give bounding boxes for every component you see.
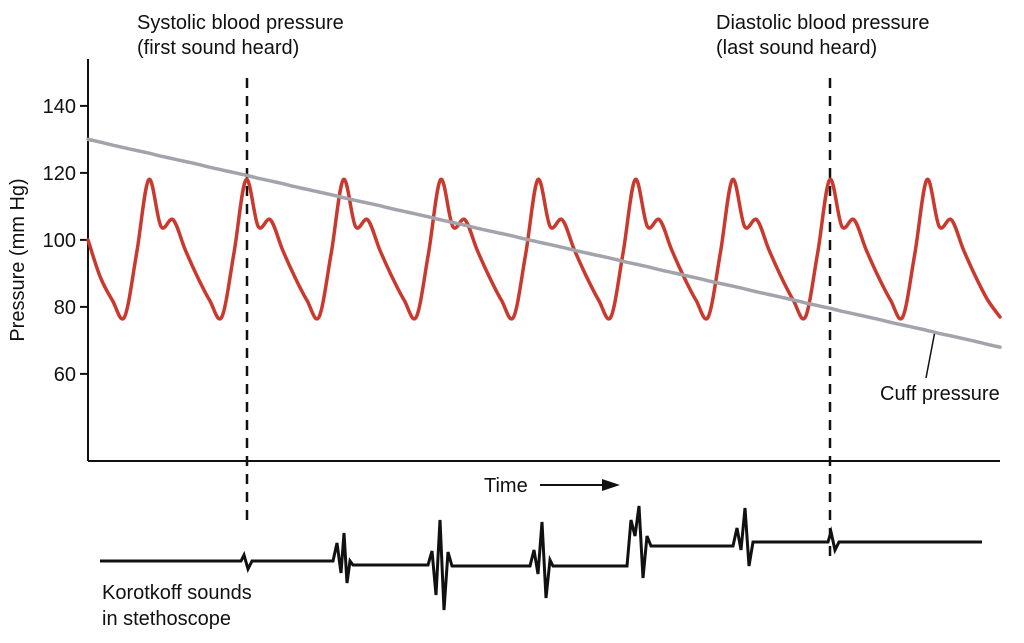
y-tick-label: 140 (43, 96, 76, 118)
series-label: Cuff pressure (880, 383, 1000, 405)
x-axis-label: Time (484, 475, 528, 497)
y-tick-label: 60 (54, 364, 76, 386)
annotation: Diastolic blood pressure (716, 12, 929, 34)
y-tick-label: 120 (43, 163, 76, 185)
annotation: (first sound heard) (137, 37, 299, 59)
series-line (86, 137, 1002, 349)
y-axis-label: Pressure (mm Hg) (7, 178, 29, 341)
annotation: Korotkoff sounds (102, 582, 252, 604)
time-arrowhead (602, 479, 620, 491)
y-tick-label: 100 (43, 230, 76, 252)
y-tick-label: 80 (54, 297, 76, 319)
leader-line (925, 330, 936, 379)
annotation: Systolic blood pressure (137, 12, 344, 34)
series-line (86, 177, 1002, 321)
korotkoff-trace (100, 505, 982, 611)
annotation: (last sound heard) (716, 37, 877, 59)
annotation: in stethoscope (102, 608, 231, 630)
